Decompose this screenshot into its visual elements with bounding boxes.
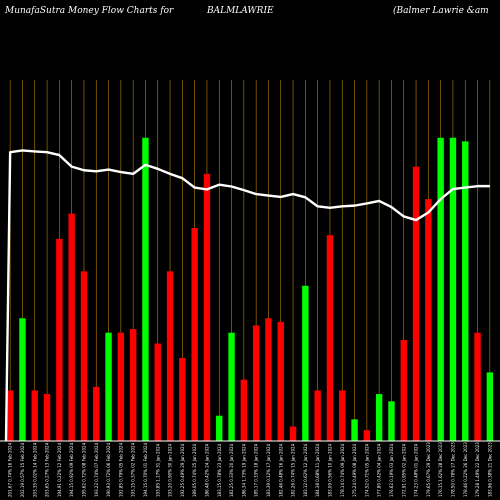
x-tick-label: 183.96 0.38% 21 Dec 2023 <box>487 442 492 497</box>
x-tick-label: 176.62 0.19% 03 Jan 2024 <box>389 443 394 497</box>
money-flow-bar <box>68 213 75 441</box>
money-flow-bar <box>31 390 38 441</box>
x-tick-label: 193.20 0.90% 30 Jan 2024 <box>168 443 173 497</box>
money-flow-bar <box>179 357 186 441</box>
x-tick-label: 176.15 1.62% 28 Dec 2023 <box>438 442 443 497</box>
money-flow-bar <box>437 137 444 441</box>
x-tick-label: 183.09 0.56% 10 Jan 2024 <box>327 443 332 497</box>
money-flow-bar <box>240 379 248 441</box>
money-flow-bar <box>425 199 432 441</box>
x-tick-label: 174.52 0.71% 05 Jan 2024 <box>364 443 369 497</box>
x-tick-label: 186.34 1.73% 19 Jan 2024 <box>241 443 246 497</box>
money-flow-bar <box>277 321 284 441</box>
money-flow-bar <box>462 141 469 441</box>
x-tick-label: 193.85 1.17% 31 Jan 2024 <box>155 443 160 497</box>
money-flow-bar <box>105 332 112 441</box>
x-tick-label: 192.85 0.79% 05 Feb 2024 <box>118 442 123 497</box>
x-tick-label: 183.39 0.12% 17 Jan 2024 <box>266 443 271 497</box>
x-tick-label: 184.38 0.68% 11 Jan 2024 <box>315 443 320 497</box>
money-flow-bar <box>314 390 321 441</box>
x-tick-label: 194.15 0.70% 01 Feb 2024 <box>143 442 148 497</box>
money-flow-bar <box>228 332 235 441</box>
x-tick-label: 182.46 0.48% 16 Jan 2024 <box>278 443 283 497</box>
x-tick-label: 193.15 0.37% 02 Feb 2024 <box>131 442 136 497</box>
x-tick-label: 175.24 0.49% 08 Jan 2024 <box>352 443 357 497</box>
money-flow-bar <box>19 318 26 441</box>
money-flow-bar <box>326 235 334 441</box>
x-tick-label: 194.91 0.22% 12 Feb 2024 <box>57 442 62 497</box>
money-flow-bar <box>375 394 383 441</box>
x-tick-label: 182.26 0.74% 15 Jan 2024 <box>291 443 296 497</box>
money-flow-bar <box>474 332 481 441</box>
price-line <box>4 149 490 442</box>
x-tick-label: 203.65 0.27% 13 Feb 2024 <box>45 442 50 497</box>
x-tick-label: 182.25 0.33% 20 Jan 2024 <box>229 443 234 497</box>
x-tick-labels: 201.67 0.74% 16 Feb 2024 202.19 0.57% 15 … <box>8 442 493 497</box>
money-flow-bar <box>80 271 88 441</box>
x-tick-label: 192.25 0.49% 29 Jan 2024 <box>180 443 185 497</box>
header-center: BALMLAWRIE <box>206 6 274 16</box>
x-tick-label: 185.17 0.33% 18 Jan 2024 <box>254 443 259 497</box>
x-tick-label: 193.22 0.74% 07 Feb 2024 <box>94 442 99 497</box>
money-flow-bar <box>400 339 407 441</box>
money-flow-bar <box>6 390 14 441</box>
x-tick-label: 194.15 0.92% 09 Feb 2024 <box>69 442 74 497</box>
money-flow-bar <box>43 394 51 441</box>
money-flow-bar <box>388 401 395 441</box>
money-flow-bar <box>265 318 272 441</box>
x-tick-label: 178.46 0.22% 26 Dec 2023 <box>463 442 468 497</box>
x-tick-label: 190.93 0.72% 06 Feb 2024 <box>106 442 111 497</box>
x-tick-label: 174.23 0.48% 01 Jan 2024 <box>414 443 419 497</box>
money-flow-bar <box>351 419 358 441</box>
x-tick-label: 179.65 0.67% 29 Dec 2023 <box>426 442 431 497</box>
money-flow-bar <box>117 332 125 441</box>
x-tick-label: 186.48 0.42% 24 Jan 2024 <box>204 443 209 497</box>
money-flow-bar <box>142 137 149 441</box>
x-tick-label: 195.62 0.72% 08 Feb 2024 <box>81 442 86 497</box>
money-flow-bar <box>289 426 297 441</box>
x-tick-label: 203.35 0.02% 14 Feb 2024 <box>32 442 37 497</box>
money-flow-bar <box>302 285 309 441</box>
money-flow-bar <box>486 372 494 441</box>
money-flow-bar <box>412 166 420 441</box>
money-flow-bar <box>252 325 260 441</box>
money-flow-bar <box>449 137 457 441</box>
x-tick-label: 177.80 0.42% 04 Jan 2024 <box>377 443 382 497</box>
x-tick-label: 172.91 0.95% 02 Jan 2024 <box>401 443 406 497</box>
x-tick-label: 202.19 0.57% 15 Feb 2024 <box>20 442 25 497</box>
money-flow-bar <box>166 271 174 441</box>
x-tick-label: 183.12 0.62% 12 Jan 2024 <box>303 443 308 497</box>
header-left: MunafaSutra Money Flow Charts for <box>4 6 174 16</box>
header-right: (Balmer Lawrie &am <box>393 5 489 16</box>
x-tick-label: 178.14 0.74% 09 Jan 2024 <box>340 443 345 497</box>
money-flow-bar <box>339 390 346 441</box>
money-flow-bar <box>129 329 137 441</box>
money-flow-bars <box>6 137 494 442</box>
x-tick-label: 183.15 0.78% 23 Jan 2024 <box>217 443 222 497</box>
money-flow-bar <box>203 173 211 442</box>
money-flow-bar <box>191 228 198 441</box>
x-tick-label: 189.05 0.74% 25 Jan 2024 <box>192 443 197 497</box>
money-flow-bar <box>56 238 63 441</box>
x-tick-label: 201.67 0.74% 16 Feb 2024 <box>8 442 13 497</box>
money-flow-bar <box>216 415 223 441</box>
money-flow-bar <box>154 343 161 441</box>
x-tick-label: 179.28 1.49% 22 Dec 2023 <box>475 442 480 497</box>
money-flow-bar <box>93 386 100 441</box>
x-tick-label: 178.50 0.78% 27 Dec 2023 <box>450 442 455 497</box>
money-flow-bar <box>363 430 371 441</box>
